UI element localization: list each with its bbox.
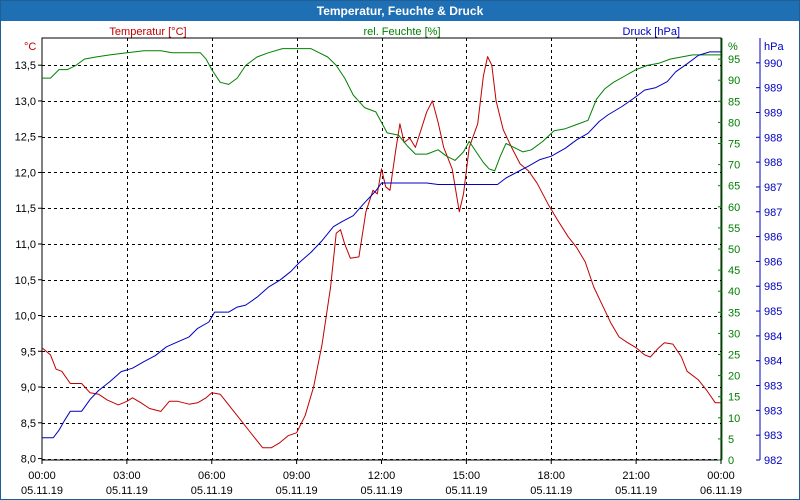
humidity-tick-label: 65 — [728, 181, 740, 193]
legend-label: Temperatur [°C] — [109, 26, 186, 38]
humidity-tick-label: 90 — [728, 75, 740, 87]
temperature-line — [41, 56, 721, 449]
humidity-tick-label: 10 — [728, 413, 740, 425]
humidity-tick-label: 5 — [728, 434, 734, 446]
humidity-tick-label: 40 — [728, 286, 740, 298]
temperature-axis: 8,0 8,5 9,0 9,5 10,0 10,5 11,0 11,5 12,0 12,5 13,0… — [15, 41, 42, 466]
pressure-tick-label: 986 — [764, 256, 782, 268]
humidity-tick-label: 85 — [728, 96, 740, 108]
time-tick-label: 15:00 — [453, 470, 481, 482]
humidity-tick-label: 55 — [728, 223, 740, 235]
date-tick-label: 05.11.19 — [191, 485, 233, 497]
pressure-tick-label: 989 — [764, 83, 782, 95]
humidity-tick-label: 30 — [728, 328, 740, 340]
temperature-unit: °C — [24, 41, 36, 53]
legend-label: rel. Feuchte [%] — [363, 26, 440, 38]
humidity-tick-label: 75 — [728, 139, 740, 151]
time-tick-label: 09:00 — [283, 470, 311, 482]
humidity-tick-label: 0 — [728, 455, 734, 467]
pressure-line — [42, 51, 721, 439]
humidity-axis: 0 5 10 15 20 25 30 35 40 45 50 55 60 65 70 75 80 85 90 95% — [718, 38, 740, 467]
series-group — [41, 48, 721, 449]
pressure-tick-label: 986 — [764, 232, 782, 244]
pressure-tick-label: 988 — [764, 157, 782, 169]
pressure-tick-label: 987 — [764, 207, 782, 219]
pressure-tick-label: 985 — [764, 306, 782, 318]
temperature-tick-label: 10,0 — [15, 311, 36, 323]
time-tick-label: 18:00 — [537, 470, 565, 482]
temperature-tick-label: 12,0 — [15, 167, 36, 179]
pressure-tick-label: 983 — [764, 430, 782, 442]
date-tick-label: 05.11.19 — [615, 485, 657, 497]
humidity-tick-label: 80 — [728, 117, 740, 129]
date-tick-label: 05.11.19 — [106, 485, 148, 497]
pressure-tick-label: 983 — [764, 405, 782, 417]
temperature-tick-label: 11,0 — [15, 239, 36, 251]
legend-label: Druck [hPa] — [623, 26, 680, 38]
temperature-tick-label: 8,5 — [21, 418, 36, 430]
pressure-tick-label: 989 — [764, 107, 782, 119]
date-tick-label: 05.11.19 — [530, 485, 572, 497]
pressure-unit: hPa — [764, 41, 784, 53]
pressure-tick-label: 984 — [764, 331, 782, 343]
time-tick-label: 06:00 — [198, 470, 226, 482]
pressure-tick-label: 990 — [764, 58, 782, 70]
time-tick-label: 03:00 — [113, 470, 141, 482]
time-tick-label: 21:00 — [622, 470, 650, 482]
time-tick-label: 00:00 — [707, 470, 735, 482]
date-tick-label: 05.11.19 — [360, 485, 402, 497]
pressure-tick-label: 982 — [764, 455, 782, 467]
date-tick-label: 05.11.19 — [21, 485, 63, 497]
time-tick-label: 00:00 — [28, 470, 56, 482]
temperature-tick-label: 10,5 — [15, 275, 36, 287]
pressure-tick-label: 984 — [764, 356, 782, 368]
temperature-tick-label: 8,0 — [21, 454, 36, 466]
humidity-tick-label: 15 — [728, 392, 740, 404]
humidity-tick-label: 50 — [728, 244, 740, 256]
time-tick-label: 12:00 — [368, 470, 396, 482]
humidity-tick-label: 35 — [728, 307, 740, 319]
temperature-tick-label: 11,5 — [15, 203, 36, 215]
humidity-line — [42, 48, 721, 172]
pressure-axis: 982 983 983 983 984 984 985 985 986 986 987 987 988 9… — [756, 38, 784, 467]
humidity-tick-label: 25 — [728, 350, 740, 362]
chart-title: Temperatur, Feuchte & Druck — [1, 1, 799, 21]
pressure-tick-label: 988 — [764, 132, 782, 144]
pressure-tick-label: 983 — [764, 381, 782, 393]
pressure-tick-label: 987 — [764, 182, 782, 194]
humidity-tick-label: 95 — [728, 54, 740, 66]
time-axis: 00:00 05.11.19 03:00 05.11.19 06:00 05.11.19 0… — [21, 460, 742, 497]
date-tick-label: 05.11.19 — [276, 485, 318, 497]
humidity-tick-label: 60 — [728, 202, 740, 214]
temperature-tick-label: 9,0 — [21, 382, 36, 394]
temperature-tick-label: 13,5 — [15, 60, 36, 72]
humidity-unit: % — [728, 41, 738, 53]
temperature-tick-label: 9,5 — [21, 346, 36, 358]
date-tick-label: 06.11.19 — [700, 485, 742, 497]
grid — [41, 37, 722, 461]
temperature-tick-label: 12,5 — [15, 132, 36, 144]
date-tick-label: 05.11.19 — [445, 485, 487, 497]
pressure-tick-label: 985 — [764, 281, 782, 293]
humidity-tick-label: 70 — [728, 160, 740, 172]
temperature-tick-label: 13,0 — [15, 96, 36, 108]
legend: Temperatur [°C] rel. Feuchte [%] Druck [hP… — [109, 26, 680, 38]
humidity-tick-label: 20 — [728, 371, 740, 383]
humidity-tick-label: 45 — [728, 265, 740, 277]
